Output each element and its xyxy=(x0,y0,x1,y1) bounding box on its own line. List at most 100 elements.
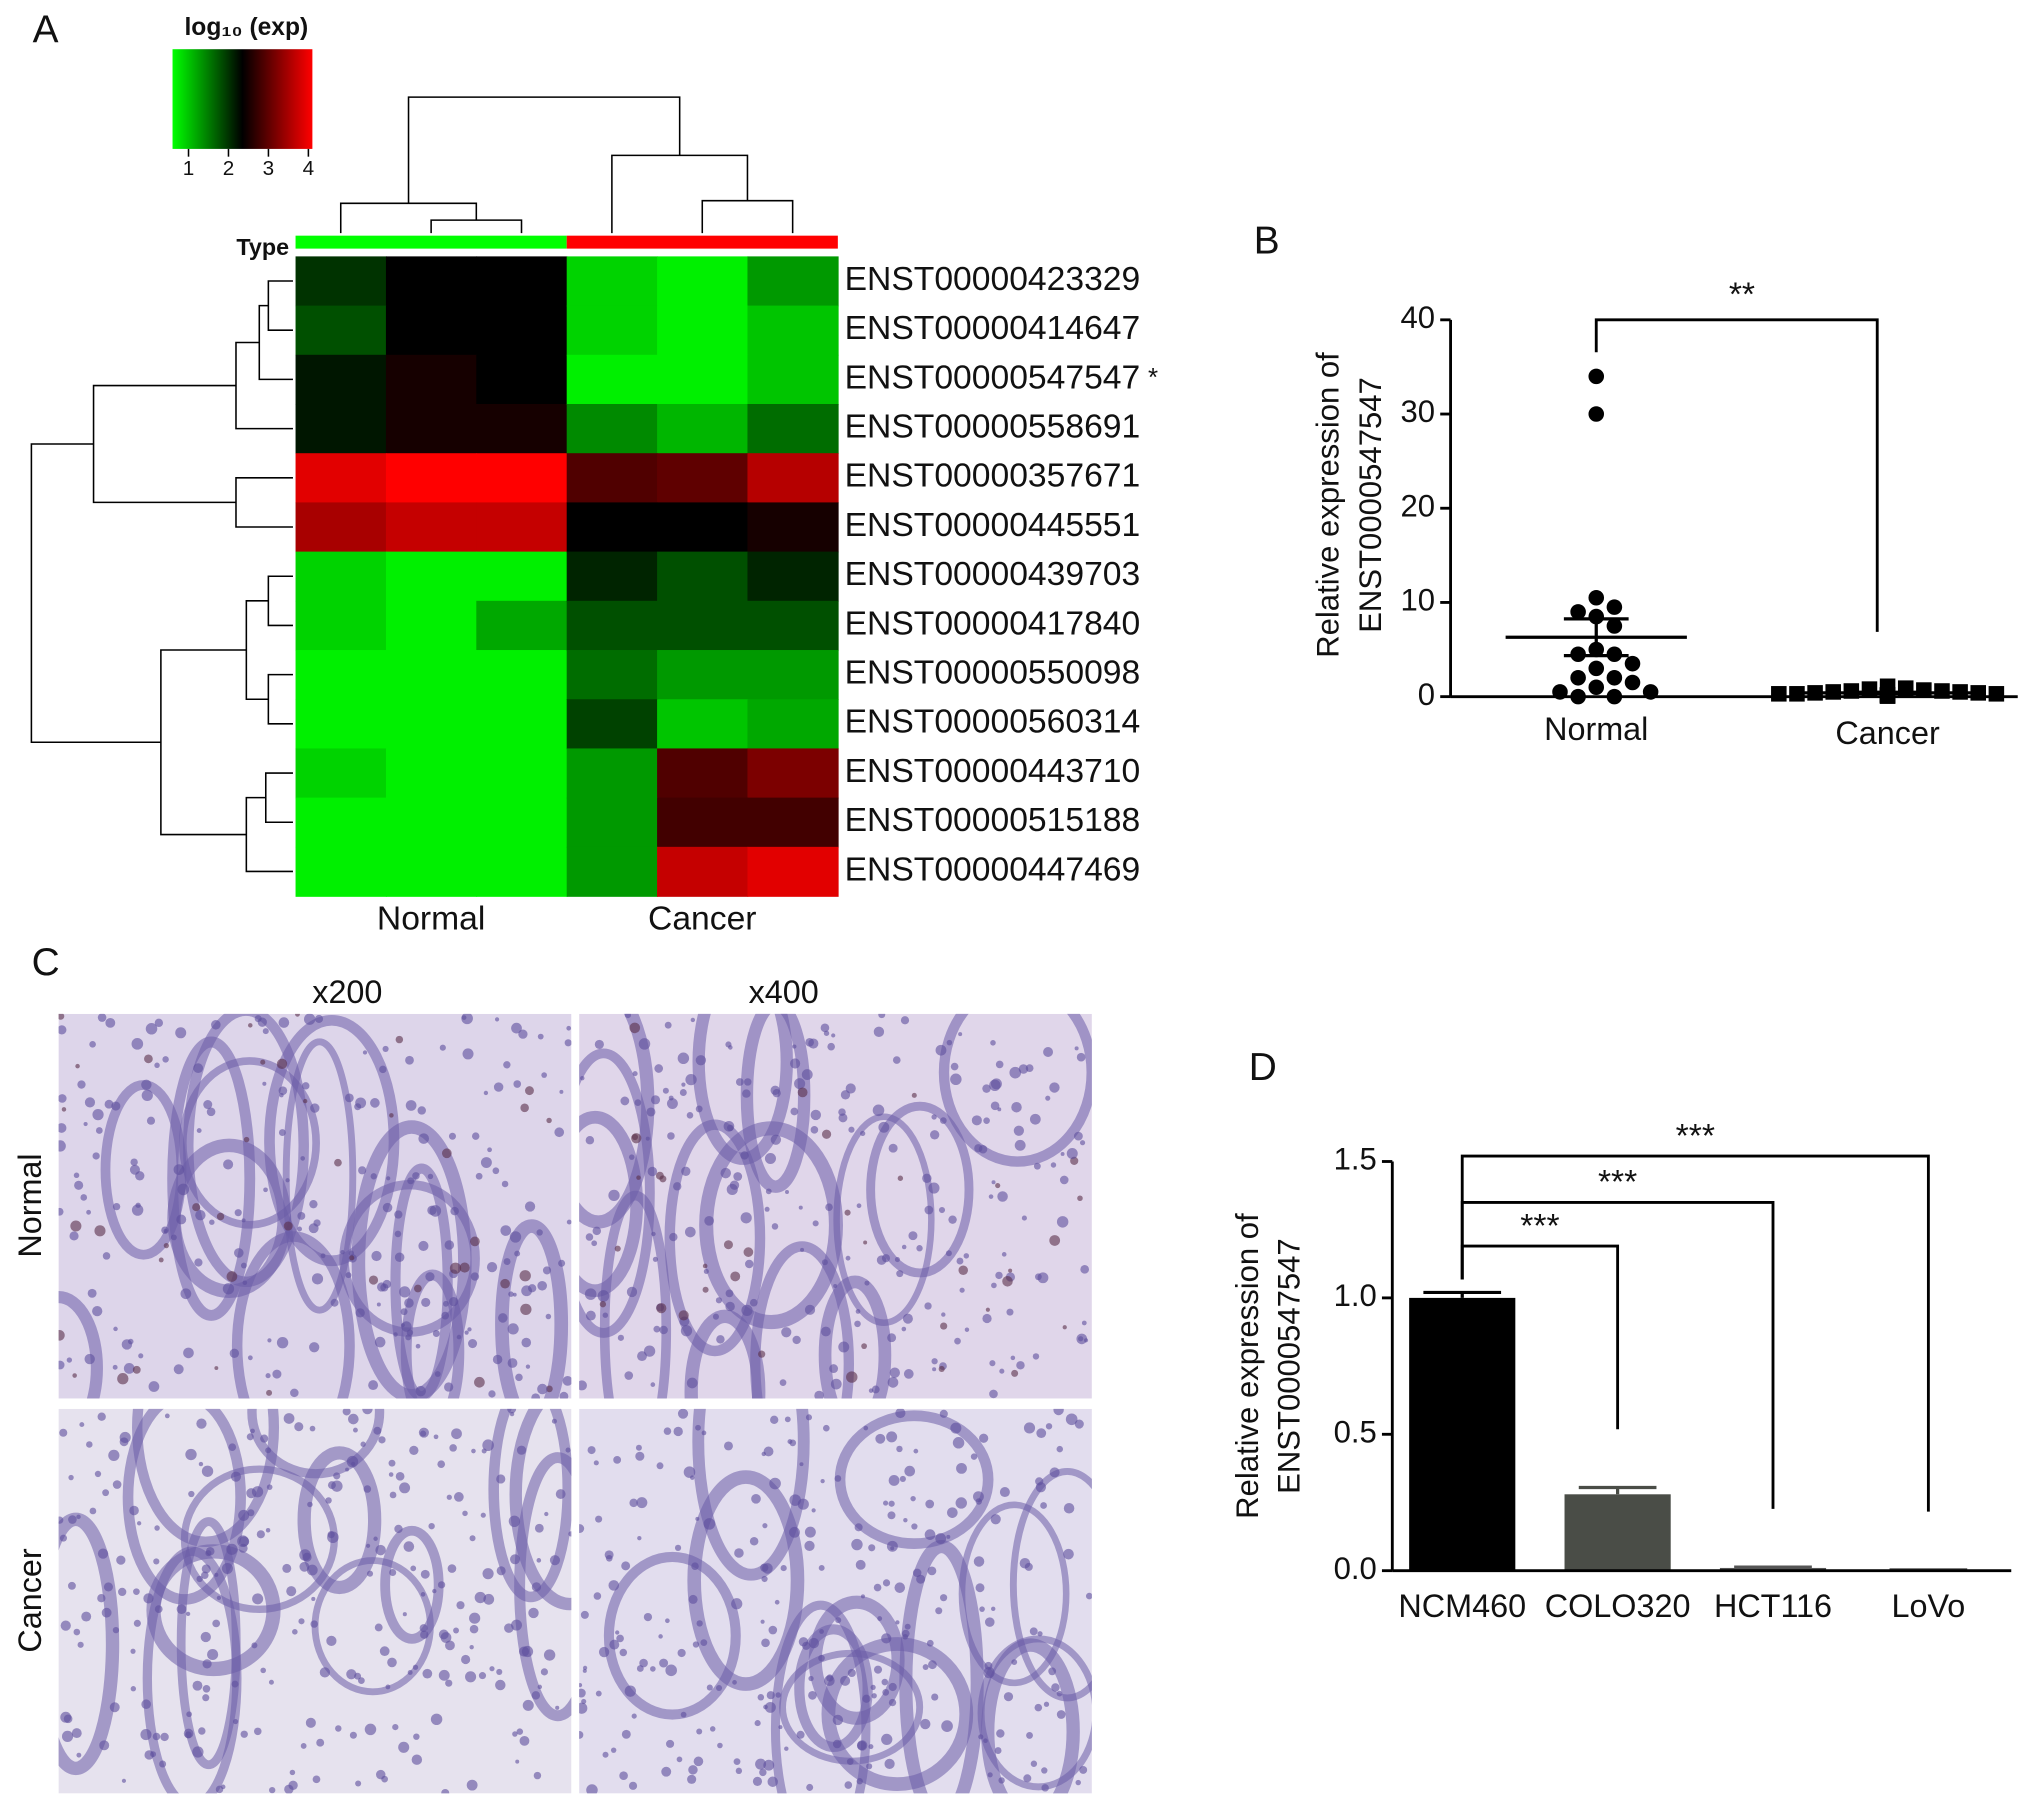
heatmap-cell xyxy=(566,502,658,553)
heatmap-cell xyxy=(566,354,658,405)
heatmap-cell xyxy=(385,404,478,454)
heatmap-cell xyxy=(295,600,387,651)
micrograph-row-label: Cancer xyxy=(12,1548,48,1653)
micrograph-column-label: x200 xyxy=(312,974,382,1010)
heatmap-cell xyxy=(657,453,749,504)
error-bar xyxy=(1734,1565,1812,1569)
heatmap-cell xyxy=(566,748,658,799)
heatmap-cell xyxy=(747,305,839,356)
data-point xyxy=(1642,684,1659,700)
dendrogram-branch xyxy=(30,443,161,744)
significance-label: ** xyxy=(1729,276,1755,313)
x-tick-label: Normal xyxy=(1544,711,1648,747)
row-label: ENST00000515188 xyxy=(845,802,1141,839)
x-tick-label: LoVo xyxy=(1891,1588,1965,1624)
group-label-title: Type xyxy=(236,234,289,260)
significance-label: *** xyxy=(1598,1164,1637,1201)
dendrogram-branch xyxy=(701,199,794,234)
dendrogram-branch xyxy=(611,154,749,234)
row-label: ENST00000558691 xyxy=(845,408,1141,445)
heatmap-cell xyxy=(385,600,478,651)
heatmap-cell xyxy=(476,551,568,602)
heatmap-cell xyxy=(747,650,839,701)
data-point xyxy=(1570,688,1586,705)
data-point xyxy=(1588,589,1605,606)
dendrogram-branch xyxy=(235,477,293,528)
error-bar xyxy=(1578,1485,1657,1495)
y-tick-label: 40 xyxy=(1400,300,1435,335)
heatmap-cell xyxy=(295,453,387,504)
heatmap-cell xyxy=(566,404,658,454)
heatmap-cell xyxy=(385,551,478,602)
dendrogram-branch xyxy=(407,96,681,204)
data-point xyxy=(1570,670,1586,686)
dendrogram-branch xyxy=(339,202,478,234)
colorbar-tick-label: 4 xyxy=(303,157,315,180)
colorbar-tick-label: 1 xyxy=(183,157,195,180)
data-point xyxy=(1916,682,1932,698)
heatmap-cell xyxy=(295,797,387,848)
x-tick-label: HCT116 xyxy=(1714,1588,1832,1624)
row-label: ENST00000443710 xyxy=(845,753,1141,790)
significance-bracket xyxy=(1594,318,1879,632)
heatmap-cell xyxy=(747,256,839,307)
data-point xyxy=(1624,674,1641,691)
data-point xyxy=(1606,618,1623,634)
micrograph xyxy=(58,1408,572,1794)
group-label: Cancer xyxy=(648,901,757,938)
heatmap-cell xyxy=(566,600,658,651)
y-axis-label: ENST0000547547 xyxy=(1353,377,1388,633)
heatmap-cell xyxy=(566,650,658,701)
y-tick-label: 10 xyxy=(1400,583,1435,618)
row-label: ENST00000423329 xyxy=(845,261,1141,298)
heatmap-cell xyxy=(295,699,387,750)
data-point xyxy=(1606,688,1623,705)
heatmap-cell xyxy=(476,650,568,701)
data-point xyxy=(1606,599,1623,615)
heatmap-cell xyxy=(657,748,749,799)
heatmap-cell xyxy=(295,650,387,701)
y-tick-label: 30 xyxy=(1400,394,1435,429)
heatmap-cell xyxy=(747,551,839,602)
heatmap-cell xyxy=(657,305,749,356)
x-tick-label: NCM460 xyxy=(1398,1588,1526,1624)
micrograph-row-label: Normal xyxy=(12,1153,48,1257)
type-bar xyxy=(295,235,567,249)
heatmap-cell xyxy=(476,256,568,307)
bar xyxy=(1564,1494,1671,1571)
heatmap-cell xyxy=(385,502,478,553)
heatmap-cell xyxy=(657,846,749,897)
heatmap-cell xyxy=(657,404,749,454)
heatmap-cell xyxy=(476,354,568,405)
heatmap-cell xyxy=(566,305,658,356)
data-point xyxy=(1588,406,1605,422)
heatmap-cell xyxy=(566,797,658,848)
y-tick-label: 1.0 xyxy=(1334,1278,1377,1313)
heatmap-cell xyxy=(295,256,387,307)
colorbar-title: log₁₀ (exp) xyxy=(184,14,308,41)
micrograph-column-label: x400 xyxy=(749,974,819,1010)
row-label: ENST00000414647 xyxy=(845,310,1141,347)
dendrogram-branch xyxy=(245,796,293,873)
dendrogram-branch xyxy=(430,219,523,234)
heatmap-cell xyxy=(476,502,568,553)
data-point xyxy=(1988,686,2005,702)
x-tick-label: COLO320 xyxy=(1545,1588,1691,1624)
heatmap-cell xyxy=(657,797,749,848)
heatmap-cell xyxy=(385,453,478,504)
heatmap-cell xyxy=(295,404,387,454)
y-tick-label: 0.0 xyxy=(1334,1551,1377,1586)
data-point xyxy=(1606,670,1623,686)
heatmap-cell xyxy=(476,699,568,750)
dendrogram-branch xyxy=(258,304,293,381)
data-point xyxy=(1624,655,1641,672)
heatmap-cell xyxy=(747,846,839,897)
data-point xyxy=(1934,683,1950,699)
y-tick-label: 0.5 xyxy=(1334,1414,1377,1449)
heatmap-cell xyxy=(385,650,478,701)
significance-label: *** xyxy=(1676,1118,1715,1155)
heatmap-cell xyxy=(657,600,749,651)
dendrogram-branch xyxy=(92,384,236,504)
